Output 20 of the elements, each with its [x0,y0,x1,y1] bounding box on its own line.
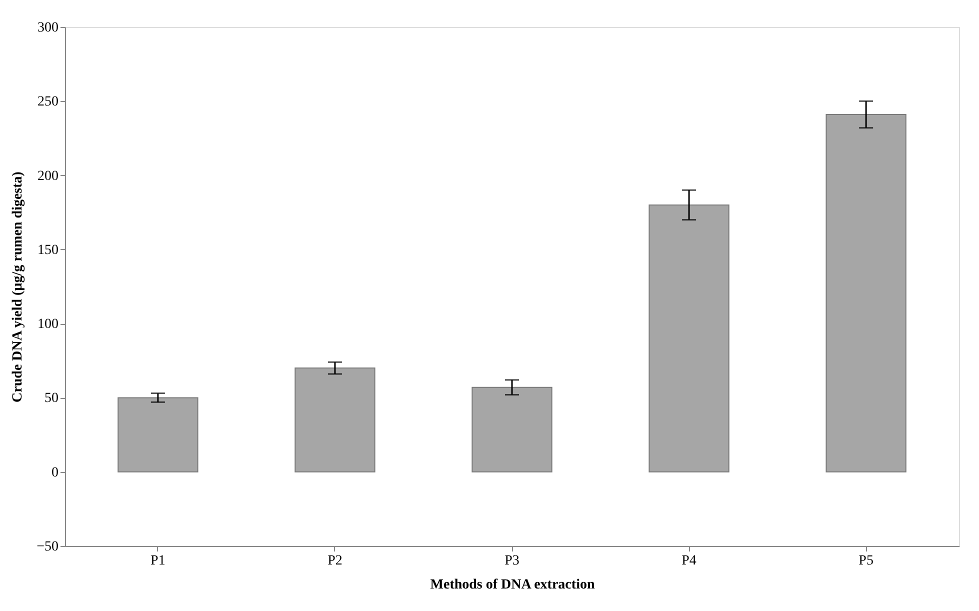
bar [826,114,906,472]
y-tick-label: 50 [44,391,58,406]
x-tick-label: P1 [150,554,166,568]
x-axis-title: Methods of DNA extraction [430,578,595,592]
bar [294,368,376,472]
y-tick-label: 250 [38,94,58,110]
y-tick-label: 300 [38,20,58,36]
y-tick-label: 150 [38,242,58,258]
y-axis-title: Crude DNA yield (µg/g rumen digesta) [10,171,26,402]
x-tick-label: P3 [504,554,520,568]
x-tick-label: P5 [858,554,874,568]
y-tick-label: 100 [38,317,58,332]
bar [648,204,730,472]
x-tick-label: P4 [682,554,696,568]
y-tick-label: 0 [52,465,58,480]
x-tick-label: P2 [328,554,342,568]
bar [118,397,198,472]
bar [472,386,552,472]
y-tick-label: −50 [36,540,58,554]
y-tick-label: 200 [38,168,58,184]
